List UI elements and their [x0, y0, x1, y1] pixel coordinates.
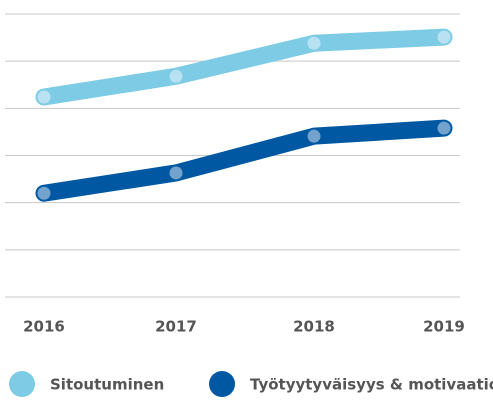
data-point: [437, 121, 451, 135]
x-tick-label: 2016: [23, 318, 65, 336]
data-point: [307, 36, 321, 50]
x-tick-label: 2017: [155, 318, 197, 336]
legend-label: Työtyytyväisyys & motivaatio: [250, 376, 493, 394]
data-point: [437, 30, 451, 44]
legend-swatch: [9, 371, 35, 397]
series-line: [35, 119, 453, 202]
data-point: [169, 166, 183, 180]
data-point: [169, 69, 183, 83]
legend-swatch: [209, 371, 235, 397]
x-tick-label: 2018: [293, 318, 335, 336]
legend-label: Sitoutuminen: [50, 376, 164, 394]
series-line: [35, 28, 453, 106]
data-point: [37, 90, 51, 104]
x-tick-label: 2019: [423, 318, 465, 336]
data-point: [37, 186, 51, 200]
data-point: [307, 129, 321, 143]
